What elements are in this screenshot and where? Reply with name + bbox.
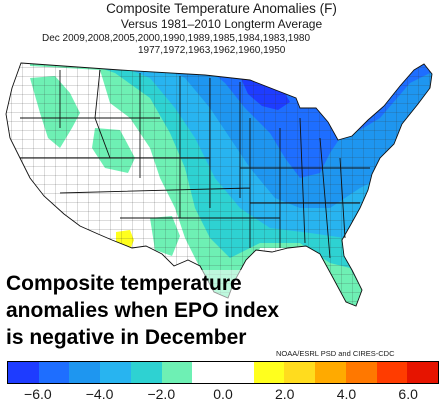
color-scale-segment (8, 362, 39, 383)
data-credit: NOAA/ESRL PSD and CIRES-CDC (276, 349, 395, 358)
caption-line-1: Composite temperature (6, 272, 242, 295)
color-scale-segment (69, 362, 101, 383)
color-scale-segment (407, 362, 439, 383)
map-title: Composite Temperature Anomalies (F) (106, 1, 337, 16)
color-scale-segment (223, 362, 254, 383)
color-scale-segment (192, 362, 224, 383)
color-scale-segment (376, 362, 408, 383)
color-scale-tick-label: 2.0 (274, 386, 295, 402)
color-scale-segment (345, 362, 377, 383)
color-scale-segment (100, 362, 131, 383)
composite-years-line-2: 1977,1972,1963,1962,1960,1950 (138, 45, 286, 56)
color-scale-tick-label: 6.0 (398, 386, 418, 402)
color-scale-segment (253, 362, 285, 383)
state-boundaries (5, 62, 433, 307)
color-scale-bar (7, 361, 439, 384)
color-scale-segment (161, 362, 193, 383)
map-subtitle: Versus 1981–2010 Longterm Average (120, 17, 323, 31)
color-scale-segment (130, 362, 162, 383)
caption-line-2: anomalies when EPO index (6, 299, 280, 322)
color-scale-tick-label: −6.0 (24, 386, 52, 402)
color-scale-segment (284, 362, 316, 383)
color-scale-segment (315, 362, 346, 383)
color-scale-tick-label: 0.0 (213, 386, 233, 402)
caption-line-3: is negative in December (6, 326, 247, 349)
composite-years-line-1: Dec 2009,2008,2005,2000,1990,1989,1985,1… (42, 33, 311, 44)
color-scale-tick-label: −2.0 (147, 386, 176, 402)
caption-overlay: Composite temperature anomalies when EPO… (6, 270, 296, 351)
color-scale-segment (38, 362, 70, 383)
color-scale-tick-label: −4.0 (85, 386, 114, 402)
us-anomaly-map (5, 62, 433, 307)
color-scale-tick-label: 4.0 (336, 386, 357, 402)
color-scale-labels: −6.0 −4.0 −2.0 0.0 2.0 4.0 6.0 (0, 386, 443, 406)
